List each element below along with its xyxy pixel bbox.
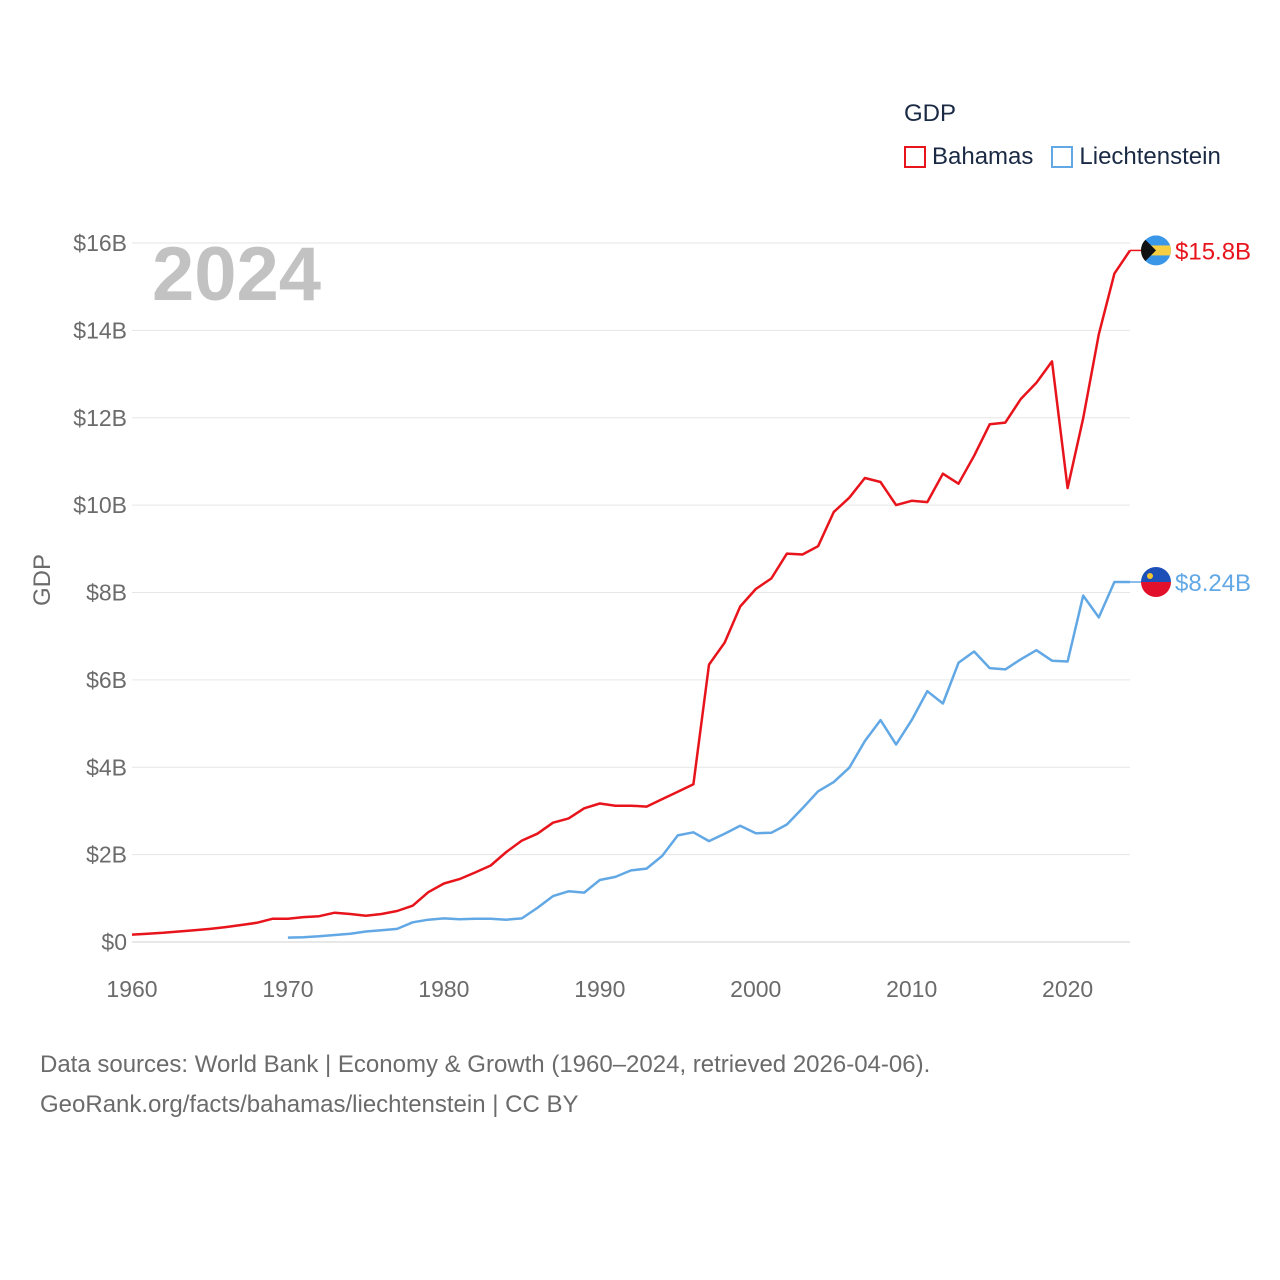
series-line-liechtenstein bbox=[287, 580, 1130, 939]
legend-swatch-bahamas bbox=[904, 146, 926, 168]
footer-line-1: Data sources: World Bank | Economy & Gro… bbox=[40, 1051, 931, 1078]
x-axis-ticks: 1960 1970 1980 1990 2000 2010 2020 bbox=[106, 976, 1093, 1002]
y-tick-label: $2B bbox=[86, 842, 127, 868]
legend-title: GDP bbox=[904, 100, 957, 127]
x-tick-label: 1990 bbox=[574, 976, 625, 1002]
grid-lines bbox=[132, 242, 1130, 943]
footer-source: Data sources: World Bank | Economy & Gro… bbox=[40, 1045, 930, 1125]
liechtenstein-flag-icon bbox=[1141, 567, 1171, 598]
y-tick-label: $16B bbox=[73, 230, 127, 256]
x-tick-label: 1980 bbox=[418, 976, 469, 1002]
end-value-label-bahamas: $15.8B bbox=[1175, 238, 1251, 265]
series-lines bbox=[131, 249, 1132, 939]
y-tick-label: $14B bbox=[73, 317, 127, 343]
x-tick-label: 1970 bbox=[262, 976, 313, 1002]
series-end-markers: $15.8B $8.24B bbox=[1130, 235, 1251, 598]
y-tick-label: $4B bbox=[86, 754, 127, 780]
legend: Bahamas Liechtenstein bbox=[904, 143, 1221, 171]
bahamas-flag-icon bbox=[1141, 235, 1171, 266]
x-tick-label: 1960 bbox=[106, 976, 157, 1002]
footer-line-2: GeoRank.org/facts/bahamas/liechtenstein … bbox=[40, 1091, 579, 1118]
legend-label-bahamas: Bahamas bbox=[932, 143, 1034, 170]
y-axis-ticks: $0 $2B $4B $6B $8B $10B $12B $14B $16B bbox=[73, 230, 127, 955]
y-axis-label: GDP bbox=[29, 554, 56, 606]
x-tick-label: 2020 bbox=[1042, 976, 1093, 1002]
x-tick-label: 2010 bbox=[886, 976, 937, 1002]
legend-swatch-liechtenstein bbox=[1051, 146, 1074, 168]
year-label: 2024 bbox=[152, 232, 321, 317]
y-tick-label: $10B bbox=[73, 492, 127, 518]
y-tick-label: $0 bbox=[101, 929, 127, 955]
y-tick-label: $8B bbox=[86, 580, 127, 606]
x-tick-label: 2000 bbox=[730, 976, 781, 1002]
end-value-label-liechtenstein: $8.24B bbox=[1175, 570, 1251, 597]
y-tick-label: $6B bbox=[86, 667, 127, 693]
legend-item-bahamas[interactable]: Bahamas bbox=[904, 143, 1033, 171]
legend-label-liechtenstein: Liechtenstein bbox=[1079, 143, 1221, 170]
series-line-bahamas bbox=[131, 249, 1132, 936]
y-tick-label: $12B bbox=[73, 405, 127, 431]
legend-item-liechtenstein[interactable]: Liechtenstein bbox=[1051, 143, 1221, 171]
